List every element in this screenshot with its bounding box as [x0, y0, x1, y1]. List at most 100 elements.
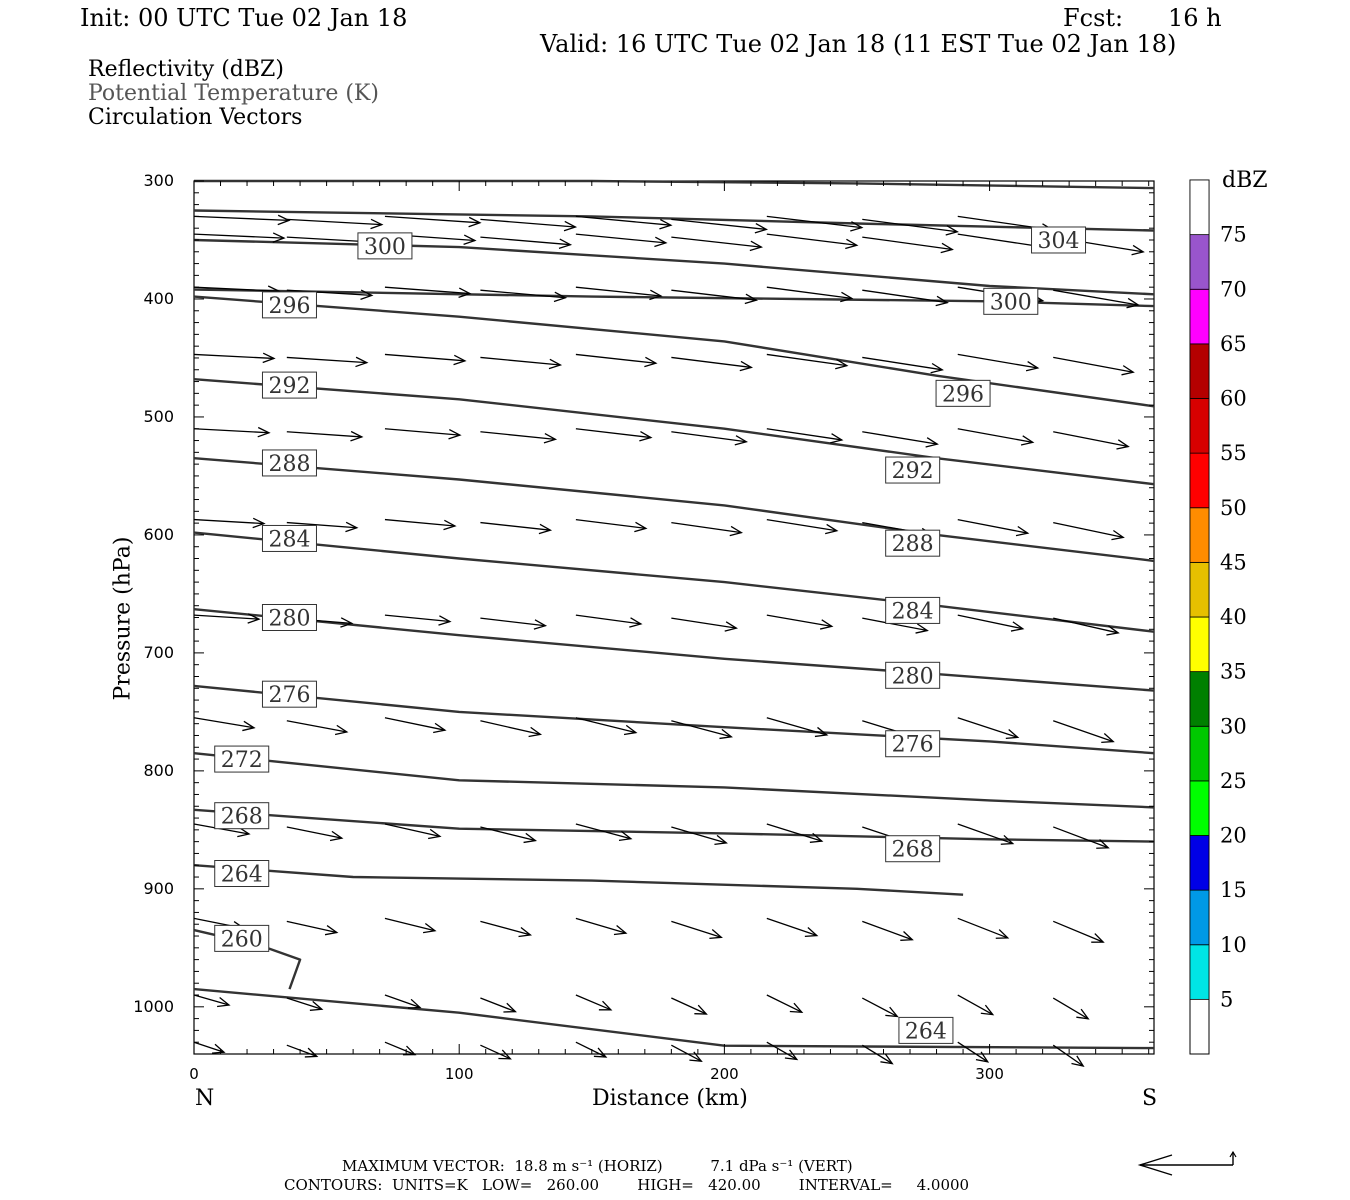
x-tick-label: 100	[445, 1065, 474, 1083]
circulation-vector-head	[1111, 529, 1125, 541]
circulation-vector	[957, 518, 1028, 534]
circulation-vector	[384, 823, 441, 837]
contour-label-box	[214, 802, 270, 830]
circulation-vector	[480, 431, 556, 440]
contour-label: 260	[221, 927, 263, 952]
circulation-vector	[384, 994, 421, 1009]
circulation-vector	[384, 215, 480, 224]
circulation-vector	[671, 431, 747, 443]
circulation-vector-head	[618, 830, 633, 842]
circulation-vector	[671, 720, 732, 738]
circulation-vector-head	[563, 220, 578, 232]
circulation-vector	[862, 236, 953, 251]
circulation-vector	[671, 521, 742, 534]
circulation-vector	[766, 286, 852, 300]
contour-label-box	[214, 745, 270, 773]
colorbar-label: 55	[1220, 441, 1247, 465]
circulation-vector-head	[334, 724, 349, 736]
circulation-vector	[957, 994, 994, 1016]
circulation-vector-head	[980, 1004, 995, 1016]
circulation-vector-head	[729, 525, 744, 537]
y-axis-title: Pressure (hPa)	[110, 536, 136, 701]
circulation-vector	[480, 826, 536, 842]
circulation-vector	[766, 518, 837, 532]
contour-label: 296	[268, 294, 310, 319]
circulation-vector	[384, 353, 465, 362]
circulation-vector-head	[211, 1043, 226, 1054]
circulation-vector	[286, 431, 362, 438]
contour-label: 276	[892, 733, 934, 758]
contour-label-box	[261, 371, 317, 399]
contour-label: 268	[221, 805, 263, 830]
contour-label-box	[885, 730, 941, 758]
circulation-vector	[1053, 617, 1119, 634]
contour-label: 296	[942, 382, 984, 407]
circulation-vector-head	[528, 726, 543, 738]
reference-vector-vertical-head	[1229, 1150, 1237, 1158]
circulation-vector-head	[739, 360, 754, 372]
circulation-vector	[862, 356, 943, 371]
contour-label-box	[885, 835, 941, 863]
circulation-vector-head	[1091, 933, 1105, 943]
contour-label: 288	[268, 452, 310, 477]
colorbar-label: 45	[1220, 550, 1247, 574]
circulation-vector	[862, 920, 913, 941]
circulation-vector	[384, 717, 446, 731]
circulation-vector-head	[885, 1006, 899, 1018]
circulation-vector	[1053, 431, 1129, 448]
colorbar-label: 40	[1220, 605, 1247, 629]
field-potential-temperature: Potential Temperature (K)	[88, 81, 379, 106]
circulation-vector-head	[360, 289, 374, 300]
circulation-vector	[1053, 289, 1139, 306]
circulation-vector	[671, 289, 757, 301]
circulation-vector	[861, 1044, 893, 1065]
colorbar-label: 35	[1220, 660, 1247, 684]
circulation-vector-head	[825, 523, 839, 535]
circulation-vector	[671, 826, 727, 844]
circulation-vector	[480, 920, 531, 936]
circulation-vector-head	[1116, 439, 1130, 450]
circulation-vector-head	[402, 1045, 417, 1056]
circulation-vector-head	[324, 925, 339, 936]
contour-label-box	[885, 596, 941, 624]
circulation-vector	[671, 997, 707, 1015]
circulation-vector-head	[754, 223, 769, 234]
circulation-vector	[286, 356, 367, 364]
colorbar-swatch	[1189, 343, 1210, 399]
contour-label: 264	[905, 1019, 947, 1044]
circulation-vector	[862, 218, 958, 233]
y-tick-label: 400	[143, 289, 174, 308]
y-tick-label: 800	[143, 761, 174, 780]
circulation-vector-head	[558, 238, 573, 250]
circulation-vector	[766, 994, 803, 1013]
circulation-vector	[575, 994, 612, 1011]
colorbar-swatch	[1189, 288, 1210, 345]
circulation-vector-head	[1025, 361, 1040, 372]
circulation-vector	[193, 428, 270, 434]
circulation-vector	[862, 431, 938, 445]
circulation-vector-head	[840, 291, 854, 303]
circulation-vector	[957, 717, 1018, 738]
circulation-vector	[575, 428, 651, 439]
contour-label: 272	[221, 748, 263, 773]
theta-contour	[193, 808, 1155, 843]
circulation-vector	[1053, 720, 1114, 743]
colorbar-title: dBZ	[1222, 168, 1268, 193]
circulation-vector-head	[247, 613, 261, 624]
circulation-vector-head	[543, 433, 558, 444]
circulation-vector-head	[598, 1000, 613, 1011]
colorbar-swatch	[1189, 452, 1210, 509]
circulation-vector-head	[1010, 621, 1025, 632]
circulation-vector	[671, 236, 762, 248]
theta-contour	[193, 295, 1155, 408]
circulation-vector	[575, 823, 632, 840]
circulation-vector-head	[629, 617, 643, 628]
field-reflectivity: Reflectivity (dBZ)	[88, 57, 284, 82]
contour-info: CONTOURS: UNITS=K LOW= 260.00 HIGH= 420.…	[284, 1176, 970, 1194]
circulation-vector	[384, 917, 436, 932]
circulation-vector-head	[533, 619, 548, 630]
circulation-vector	[671, 218, 767, 231]
contour-label-box	[261, 449, 317, 477]
circulation-vector-head	[1106, 625, 1120, 636]
contour-label-box	[885, 661, 941, 689]
